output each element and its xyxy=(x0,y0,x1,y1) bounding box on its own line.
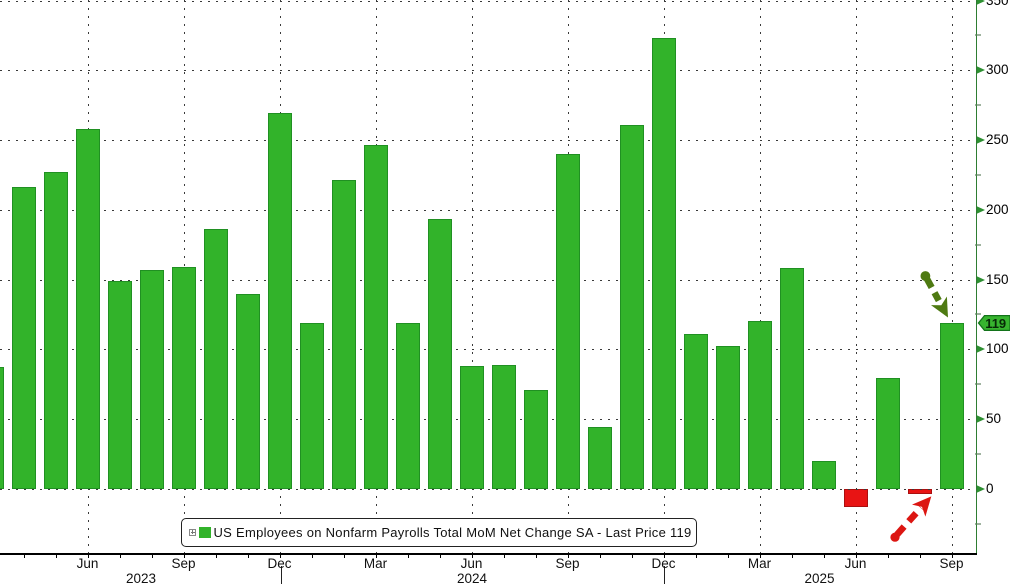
svg-text:119: 119 xyxy=(985,316,1006,331)
